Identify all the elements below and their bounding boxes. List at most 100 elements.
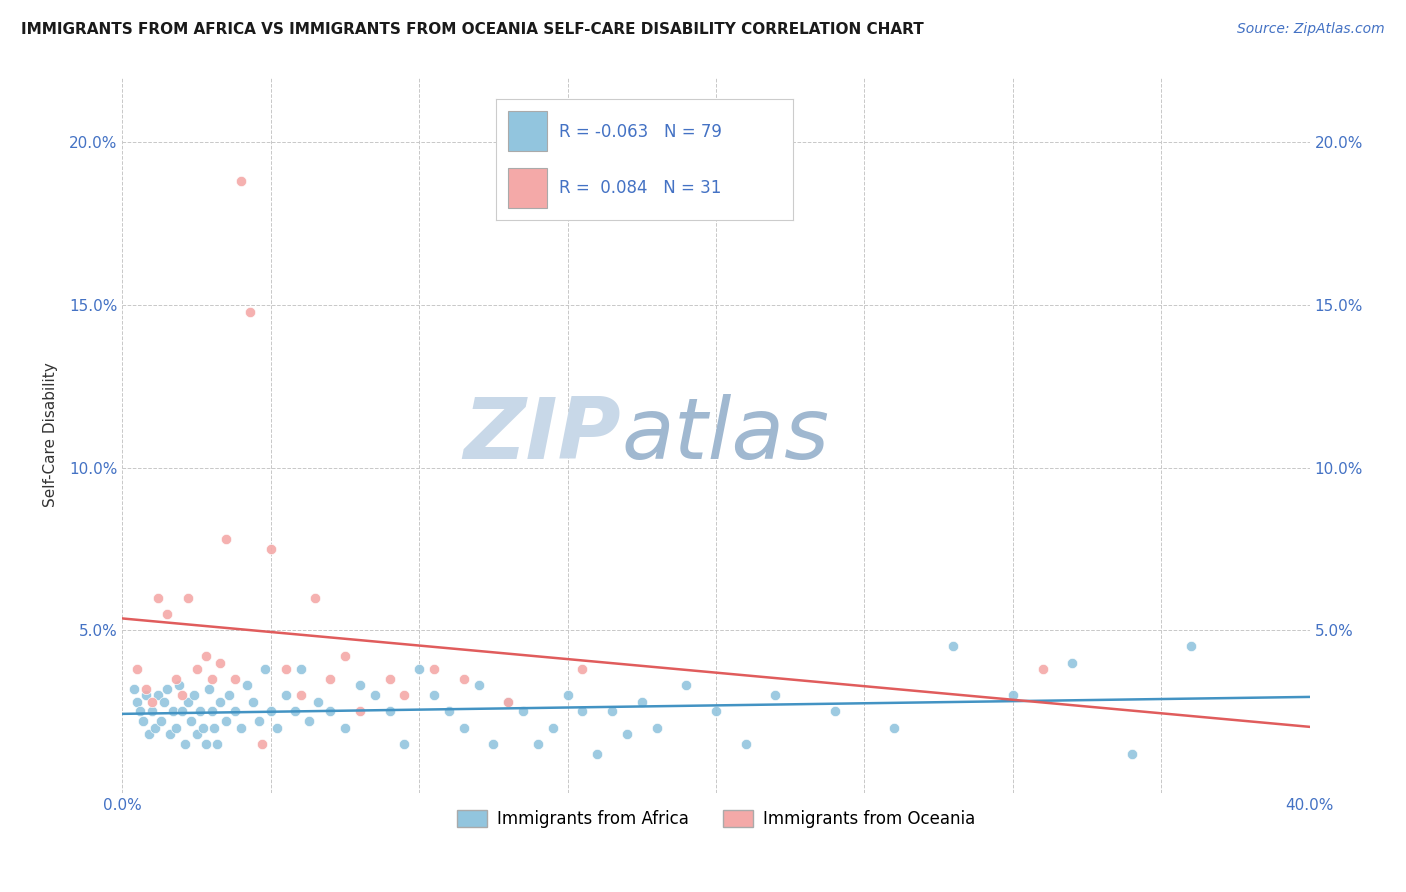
- Text: ZIP: ZIP: [464, 393, 621, 476]
- Point: [132, 714, 155, 728]
- Point: [135, 681, 157, 696]
- Point: [498, 695, 520, 709]
- Point: [207, 737, 229, 751]
- Point: [298, 714, 321, 728]
- Point: [571, 705, 593, 719]
- Point: [186, 662, 208, 676]
- Point: [378, 672, 401, 686]
- Point: [242, 695, 264, 709]
- Point: [146, 688, 169, 702]
- Point: [191, 721, 214, 735]
- Point: [186, 727, 208, 741]
- Point: [236, 678, 259, 692]
- Point: [631, 695, 654, 709]
- Point: [512, 705, 534, 719]
- Point: [204, 721, 226, 735]
- Text: Source: ZipAtlas.com: Source: ZipAtlas.com: [1237, 22, 1385, 37]
- Point: [138, 727, 160, 741]
- Point: [333, 649, 356, 664]
- Point: [188, 705, 211, 719]
- Point: [173, 737, 195, 751]
- Point: [645, 721, 668, 735]
- Point: [307, 695, 329, 709]
- Point: [453, 721, 475, 735]
- Point: [704, 705, 727, 719]
- Point: [183, 688, 205, 702]
- Point: [167, 678, 190, 692]
- Point: [247, 714, 270, 728]
- Point: [194, 737, 217, 751]
- Point: [482, 737, 505, 751]
- Point: [200, 705, 222, 719]
- Point: [224, 672, 246, 686]
- Point: [467, 678, 489, 692]
- Point: [423, 662, 446, 676]
- Point: [231, 174, 253, 188]
- Point: [141, 695, 163, 709]
- Point: [239, 304, 262, 318]
- Point: [1031, 662, 1053, 676]
- Point: [284, 705, 307, 719]
- Point: [143, 721, 166, 735]
- Point: [209, 656, 232, 670]
- Point: [586, 747, 609, 761]
- Point: [349, 678, 371, 692]
- Point: [600, 705, 623, 719]
- Point: [274, 688, 297, 702]
- Point: [146, 591, 169, 605]
- Point: [290, 688, 312, 702]
- Point: [394, 737, 416, 751]
- Point: [260, 705, 283, 719]
- Point: [153, 695, 176, 709]
- Point: [197, 681, 219, 696]
- Point: [319, 705, 342, 719]
- Legend: Immigrants from Africa, Immigrants from Oceania: Immigrants from Africa, Immigrants from …: [451, 803, 981, 834]
- Text: IMMIGRANTS FROM AFRICA VS IMMIGRANTS FROM OCEANIA SELF-CARE DISABILITY CORRELATI: IMMIGRANTS FROM AFRICA VS IMMIGRANTS FRO…: [21, 22, 924, 37]
- Point: [333, 721, 356, 735]
- Point: [218, 688, 240, 702]
- Point: [127, 662, 149, 676]
- Text: atlas: atlas: [621, 393, 830, 476]
- Point: [224, 705, 246, 719]
- Point: [394, 688, 416, 702]
- Point: [408, 662, 430, 676]
- Point: [616, 727, 638, 741]
- Point: [127, 695, 149, 709]
- Point: [571, 662, 593, 676]
- Point: [557, 688, 579, 702]
- Point: [177, 695, 200, 709]
- Y-axis label: Self-Care Disability: Self-Care Disability: [44, 363, 58, 508]
- Point: [156, 607, 179, 621]
- Point: [453, 672, 475, 686]
- Point: [253, 662, 276, 676]
- Point: [1180, 640, 1202, 654]
- Point: [194, 649, 217, 664]
- Point: [274, 662, 297, 676]
- Point: [364, 688, 387, 702]
- Point: [135, 688, 157, 702]
- Point: [215, 714, 238, 728]
- Point: [150, 714, 173, 728]
- Point: [883, 721, 905, 735]
- Point: [349, 705, 371, 719]
- Point: [765, 688, 787, 702]
- Point: [170, 705, 193, 719]
- Point: [165, 672, 187, 686]
- Point: [423, 688, 446, 702]
- Point: [942, 640, 965, 654]
- Point: [290, 662, 312, 676]
- Point: [159, 727, 181, 741]
- Point: [141, 705, 163, 719]
- Point: [129, 705, 152, 719]
- Point: [498, 695, 520, 709]
- Point: [200, 672, 222, 686]
- Point: [319, 672, 342, 686]
- Point: [378, 705, 401, 719]
- Point: [1062, 656, 1084, 670]
- Point: [437, 705, 460, 719]
- Point: [177, 591, 200, 605]
- Point: [541, 721, 564, 735]
- Point: [824, 705, 846, 719]
- Point: [734, 737, 756, 751]
- Point: [170, 688, 193, 702]
